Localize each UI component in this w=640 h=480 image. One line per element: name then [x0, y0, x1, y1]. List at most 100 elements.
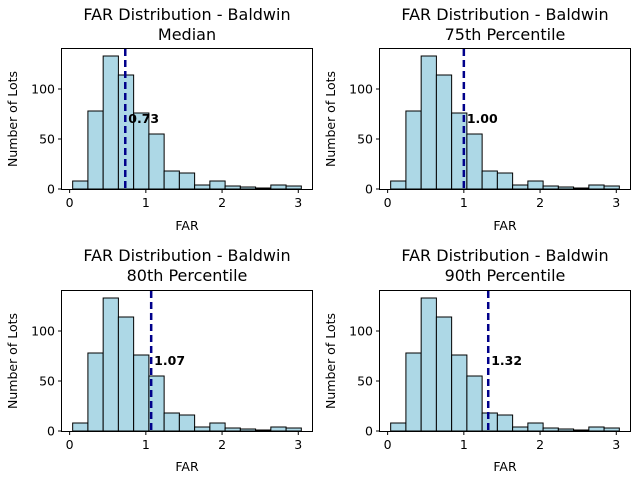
histogram-bar — [270, 426, 287, 432]
x-tick-label: 2 — [536, 195, 544, 210]
histogram-bar — [512, 184, 529, 190]
histogram-bar — [194, 426, 211, 432]
histogram-bar — [209, 422, 226, 432]
marker-label: 1.32 — [491, 353, 522, 368]
histogram-bar — [239, 428, 257, 432]
x-axis-label: FAR — [175, 459, 199, 474]
histogram-bar — [224, 185, 241, 190]
histogram-bar — [178, 414, 196, 432]
histogram-bar — [285, 185, 302, 190]
histogram-bar — [148, 133, 165, 190]
histogram-bar — [405, 110, 422, 190]
histogram-bar — [512, 426, 529, 432]
marker-label: 1.00 — [467, 111, 498, 126]
y-axis-label: Number of Lots — [323, 313, 338, 409]
chart-80th-percentile: FAR Distribution - Baldwin 80th Percenti… — [5, 246, 313, 474]
histogram-bar — [133, 354, 150, 432]
chart-median: FAR Distribution - Baldwin Median 0.73 0… — [5, 5, 313, 233]
histogram-bar — [178, 172, 196, 190]
histogram-bar — [451, 354, 468, 432]
chart-title: FAR Distribution - Baldwin — [401, 246, 608, 265]
histogram-bar — [239, 186, 257, 190]
y-tick-label: 100 — [31, 82, 55, 97]
histogram-bar — [573, 187, 590, 190]
y-tick-label: 0 — [47, 182, 55, 197]
x-axis-label: FAR — [493, 218, 517, 233]
y-tick-label: 50 — [39, 132, 55, 147]
histogram-bar — [194, 184, 211, 190]
x-axis-label: FAR — [175, 218, 199, 233]
chart-75th-percentile: FAR Distribution - Baldwin 75th Percenti… — [323, 5, 631, 233]
chart-90th-percentile: FAR Distribution - Baldwin 90th Percenti… — [323, 246, 631, 474]
histogram-bar — [87, 352, 104, 432]
plot-frame — [61, 290, 313, 432]
histogram-bar — [435, 74, 453, 190]
histogram-bar — [285, 427, 302, 432]
histogram-bar — [255, 429, 272, 432]
histogram-bar — [603, 427, 620, 432]
histogram-bar — [588, 184, 605, 190]
y-axis-label: Number of Lots — [5, 313, 20, 409]
histogram-bar — [102, 297, 119, 432]
y-tick-label: 100 — [349, 82, 373, 97]
histogram-bar — [527, 180, 544, 190]
x-axis-label: FAR — [493, 459, 517, 474]
marker-label: 1.07 — [154, 353, 185, 368]
histogram-bar — [87, 110, 104, 190]
x-tick-label: 3 — [294, 195, 302, 210]
chart-title: FAR Distribution - Baldwin — [401, 5, 608, 24]
plot-frame — [379, 290, 631, 432]
histogram-bar — [209, 180, 226, 190]
histogram-bar — [527, 422, 544, 432]
histogram-bar — [481, 412, 498, 432]
y-tick-label: 0 — [365, 424, 373, 439]
histogram-bar — [390, 422, 407, 432]
histogram-bar — [496, 414, 514, 432]
histogram-bar — [435, 316, 453, 432]
histogram-bar — [573, 429, 590, 432]
histogram-bar — [557, 428, 575, 432]
histogram-bar — [224, 427, 241, 432]
histogram-bar — [163, 412, 180, 432]
histogram-bar — [117, 316, 135, 432]
chart-subtitle: 75th Percentile — [445, 25, 566, 44]
y-tick-label: 50 — [357, 132, 373, 147]
y-tick-label: 100 — [31, 324, 55, 339]
histogram-bar — [163, 170, 180, 190]
x-tick-label: 0 — [384, 437, 392, 452]
histogram-bar — [466, 133, 483, 190]
histogram-bar — [102, 55, 119, 190]
histogram-bar — [255, 187, 272, 190]
x-tick-label: 2 — [218, 437, 226, 452]
histogram-bar — [496, 172, 514, 190]
x-tick-label: 1 — [142, 195, 150, 210]
chart-subtitle: 80th Percentile — [127, 266, 248, 285]
x-tick-label: 1 — [460, 195, 468, 210]
histogram-bar — [481, 170, 498, 190]
histogram-bar — [72, 180, 89, 190]
x-tick-label: 2 — [536, 437, 544, 452]
y-axis-label: Number of Lots — [5, 71, 20, 167]
chart-title: FAR Distribution - Baldwin — [83, 5, 290, 24]
x-tick-label: 3 — [612, 437, 620, 452]
histogram-bar — [420, 297, 437, 432]
histogram-bar — [466, 375, 483, 432]
x-tick-label: 1 — [142, 437, 150, 452]
histogram-bar — [542, 185, 559, 190]
y-tick-label: 0 — [365, 182, 373, 197]
y-axis-label: Number of Lots — [323, 71, 338, 167]
marker-label: 0.73 — [128, 111, 159, 126]
x-tick-label: 0 — [66, 437, 74, 452]
plot-frame — [379, 48, 631, 190]
histogram-bar — [405, 352, 422, 432]
histogram-bar — [72, 422, 89, 432]
y-tick-label: 50 — [39, 374, 55, 389]
histogram-bar — [420, 55, 437, 190]
y-tick-label: 0 — [47, 424, 55, 439]
histogram-bar — [603, 185, 620, 190]
chart-subtitle: Median — [158, 25, 216, 44]
histogram-bar — [557, 186, 575, 190]
histogram-bar — [390, 180, 407, 190]
chart-title: FAR Distribution - Baldwin — [83, 246, 290, 265]
